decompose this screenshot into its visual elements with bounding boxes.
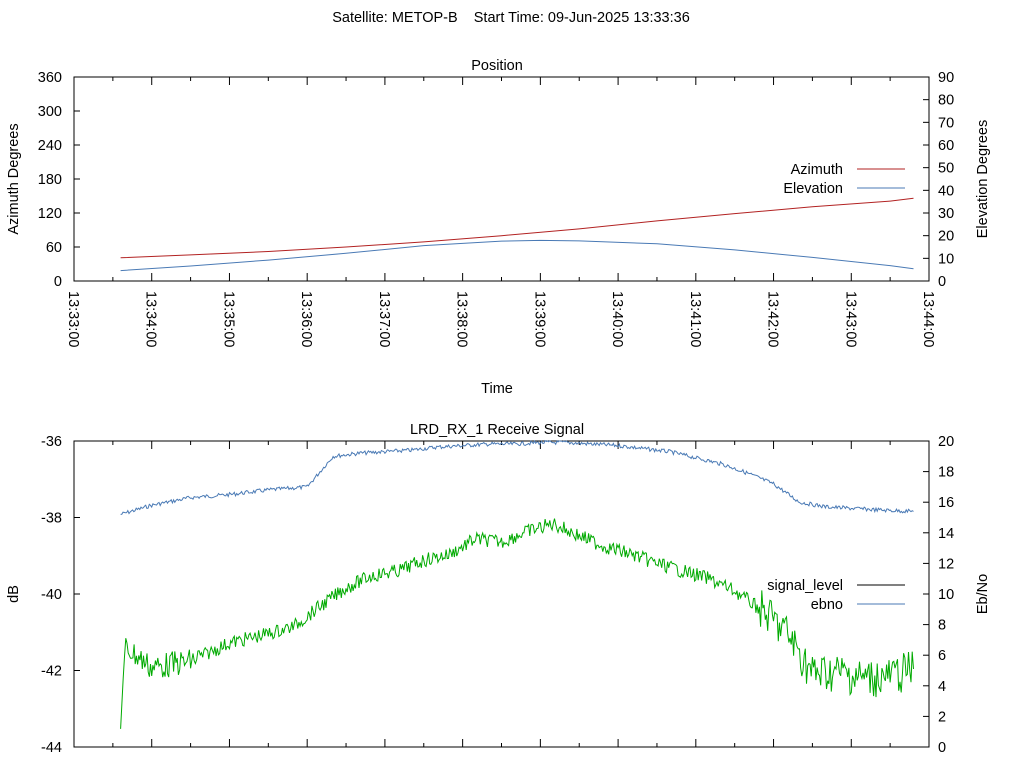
legend-label: Elevation	[783, 181, 843, 197]
right-y-tick-label: 60	[938, 138, 954, 154]
right-y-tick-label: 14	[938, 526, 954, 542]
x-tick-label: 13:34:00	[143, 291, 159, 347]
left-y-tick-label: 60	[46, 240, 62, 256]
azimuth-axis-label: Azimuth Degrees	[6, 123, 22, 234]
x-tick-label: 13:41:00	[687, 291, 703, 347]
x-tick-label: 13:36:00	[298, 291, 314, 347]
right-y-tick-label: 40	[938, 183, 954, 199]
x-tick-label: 13:40:00	[609, 291, 625, 347]
x-tick-label: 13:35:00	[220, 291, 236, 347]
left-y-tick-label: 0	[54, 274, 62, 290]
left-y-tick-label: -40	[41, 587, 62, 603]
left-y-tick-label: -38	[41, 511, 62, 527]
series-line-ebno	[120, 439, 914, 515]
time-axis-label: Time	[481, 381, 513, 397]
right-y-tick-label: 30	[938, 206, 954, 222]
x-tick-label: 13:33:00	[65, 291, 81, 347]
elevation-axis-label: Elevation Degrees	[975, 120, 991, 239]
left-y-tick-label: 180	[38, 172, 62, 188]
legend-label: signal_level	[767, 578, 843, 594]
left-y-tick-label: 120	[38, 206, 62, 222]
right-y-tick-label: 2	[938, 709, 946, 725]
right-y-tick-label: 18	[938, 465, 954, 481]
series-line-elevation	[120, 239, 914, 272]
x-tick-label: 13:37:00	[376, 291, 392, 347]
left-y-tick-label: 300	[38, 104, 62, 120]
right-y-tick-label: 90	[938, 70, 954, 86]
right-y-tick-label: 10	[938, 251, 954, 267]
x-tick-label: 13:44:00	[920, 291, 936, 347]
right-y-tick-label: 16	[938, 495, 954, 511]
left-y-tick-label: -42	[41, 664, 62, 680]
right-y-tick-label: 8	[938, 618, 946, 634]
legend-label: ebno	[811, 597, 843, 613]
x-tick-label: 13:38:00	[454, 291, 470, 347]
left-y-tick-label: -44	[41, 740, 62, 756]
series-line-azimuth	[120, 197, 914, 259]
right-y-tick-label: 70	[938, 115, 954, 131]
x-tick-label: 13:42:00	[765, 291, 781, 347]
figure-title: Satellite: METOP-B Start Time: 09-Jun-20…	[332, 10, 690, 26]
series-line-unlabeled-trace	[120, 518, 914, 729]
right-y-tick-label: 10	[938, 587, 954, 603]
x-tick-label: 13:43:00	[842, 291, 858, 347]
receive-signal-chart: LRD_RX_1 Receive Signal -44 -42 -40 -38 -36 0…	[6, 422, 991, 756]
position-plot-frame	[73, 76, 930, 282]
left-y-tick-label: -36	[41, 434, 62, 450]
right-y-tick-label: 4	[938, 679, 946, 695]
ebno-axis-label: Eb/No	[975, 574, 991, 614]
right-y-tick-label: 0	[938, 274, 946, 290]
right-y-tick-label: 12	[938, 556, 954, 572]
right-y-tick-label: 80	[938, 93, 954, 109]
db-axis-label: dB	[6, 585, 22, 603]
left-y-tick-label: 240	[38, 138, 62, 154]
right-y-tick-label: 20	[938, 229, 954, 245]
signal-plot-frame	[73, 440, 930, 748]
right-y-tick-label: 0	[938, 740, 946, 756]
position-chart-title: Position	[471, 58, 523, 74]
right-y-tick-label: 6	[938, 648, 946, 664]
right-y-tick-label: 50	[938, 161, 954, 177]
left-y-tick-label: 360	[38, 70, 62, 86]
receive-signal-chart-title: LRD_RX_1 Receive Signal	[410, 422, 584, 438]
x-tick-label: 13:39:00	[531, 291, 547, 347]
right-y-tick-label: 20	[938, 434, 954, 450]
position-chart: Position 0 60 120 180 240 300 360 0 10 20 30 40 50 60…	[6, 58, 991, 397]
legend-label: Azimuth	[791, 162, 843, 178]
